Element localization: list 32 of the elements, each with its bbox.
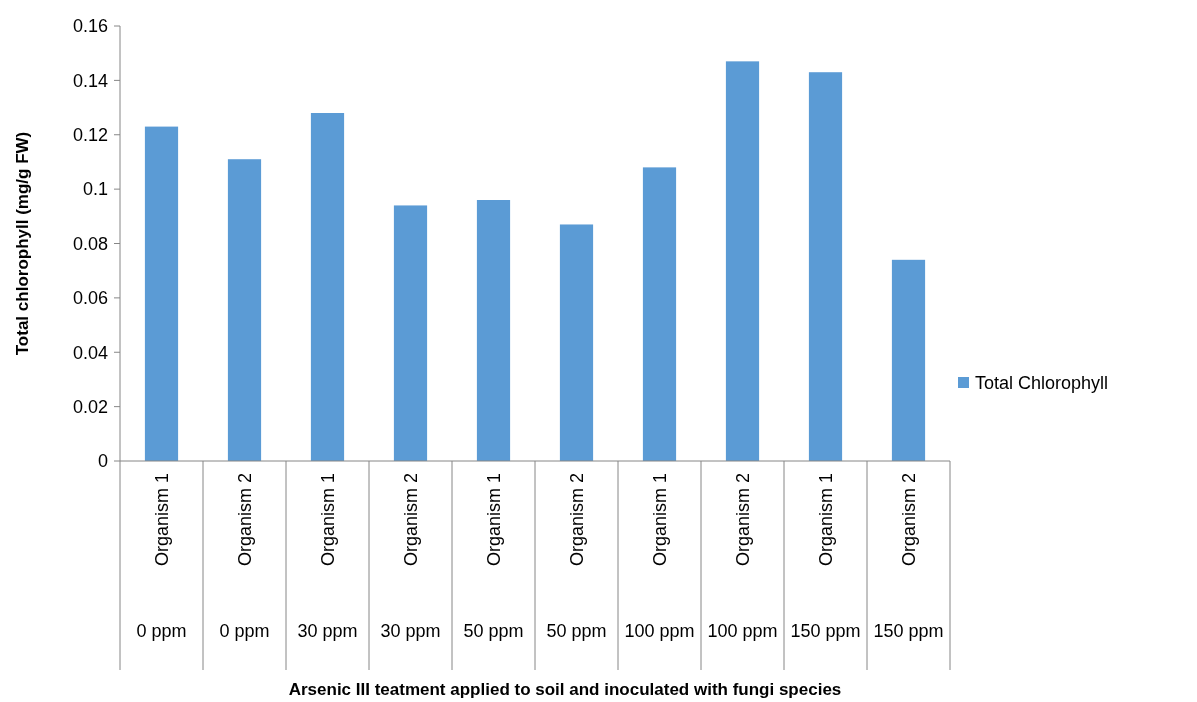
bar	[808, 72, 843, 461]
category-label: Organism 1 100 ppm	[624, 473, 695, 641]
y-tick-label: 0.02	[72, 396, 108, 417]
category-label: Organism 1 50 ppm	[463, 473, 524, 641]
y-tick-label: 0	[97, 451, 108, 472]
bar	[725, 61, 760, 461]
category-label: Organism 1 150 ppm	[790, 473, 861, 641]
bar	[559, 224, 594, 461]
bar	[310, 113, 345, 461]
y-tick-label: 0.04	[72, 342, 108, 363]
category-label: Organism 2 0 ppm	[219, 473, 270, 641]
bar	[476, 200, 511, 461]
legend-label: Total Chlorophyll	[975, 373, 1109, 394]
y-tick-label: 0.08	[72, 233, 108, 254]
bar	[891, 259, 926, 461]
category-label: Organism 1 0 ppm	[136, 473, 187, 641]
y-tick-label: 0.1	[82, 179, 108, 200]
y-tick-label: 0.12	[72, 125, 108, 146]
category-label: Organism 2 50 ppm	[546, 473, 607, 641]
y-axis-title: Total chlorophyll (mg/g FW)	[13, 131, 32, 356]
bar	[642, 167, 677, 461]
category-label: Organism 2 30 ppm	[380, 473, 441, 641]
bar	[393, 205, 428, 461]
bar	[144, 126, 179, 461]
y-tick-label: 0.06	[72, 288, 108, 309]
text: Arsenic III teatment applied to soil and inoculated with fungi species	[288, 680, 842, 699]
category-label: Organism 2 100 ppm	[707, 473, 778, 641]
y-tick-label: 0.14	[72, 70, 108, 91]
category-label: Organism 2 150 ppm	[873, 473, 944, 641]
bar	[227, 159, 262, 461]
category-label: Organism 1 30 ppm	[297, 473, 358, 641]
y-tick-label: 0.16	[72, 16, 108, 37]
